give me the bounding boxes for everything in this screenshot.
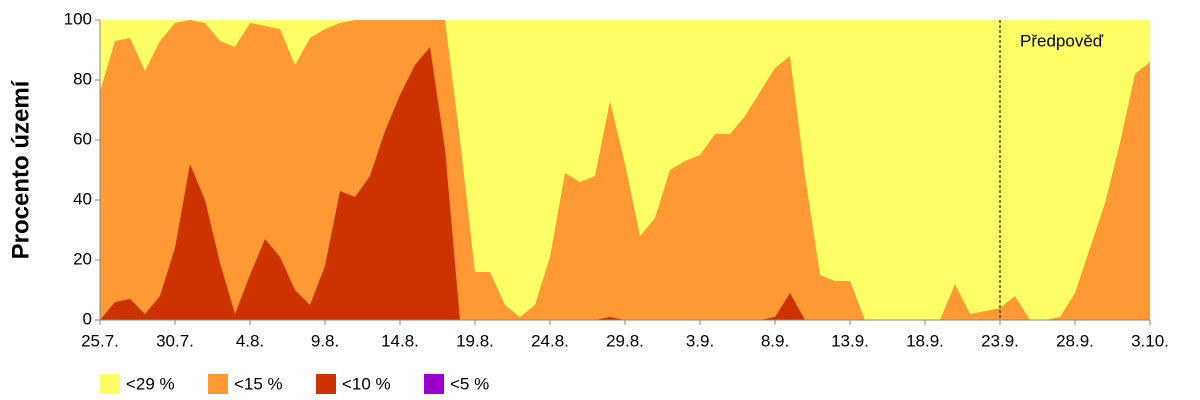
x-tick-label: 9.8.	[311, 331, 339, 350]
y-tick-label: 80	[73, 69, 92, 88]
y-tick-label: 60	[73, 129, 92, 148]
legend-label: <15 %	[234, 374, 283, 393]
x-tick-label: 14.8.	[381, 331, 419, 350]
legend-swatch	[208, 374, 228, 394]
x-tick-label: 28.9.	[1056, 331, 1094, 350]
legend-label: <5 %	[450, 374, 489, 393]
y-axis-label: Procento území	[7, 79, 34, 259]
y-tick-label: 40	[73, 189, 92, 208]
x-tick-label: 13.9.	[831, 331, 869, 350]
legend-swatch	[100, 374, 120, 394]
y-tick-label: 100	[64, 9, 92, 28]
x-tick-label: 29.8.	[606, 331, 644, 350]
x-tick-label: 18.9.	[906, 331, 944, 350]
legend-label: <10 %	[342, 374, 391, 393]
x-tick-label: 19.8.	[456, 331, 494, 350]
forecast-label: Předpověď	[1020, 31, 1104, 50]
legend-swatch	[424, 374, 444, 394]
x-tick-label: 30.7.	[156, 331, 194, 350]
area	[100, 47, 1150, 320]
x-tick-label: 3.10.	[1131, 331, 1169, 350]
legend-swatch	[316, 374, 336, 394]
legend-label: <29 %	[126, 374, 175, 393]
x-tick-label: 3.9.	[686, 331, 714, 350]
y-tick-label: 20	[73, 249, 92, 268]
y-tick-label: 0	[83, 309, 92, 328]
x-tick-label: 23.9.	[981, 331, 1019, 350]
x-tick-label: 24.8.	[531, 331, 569, 350]
x-tick-label: 25.7.	[81, 331, 119, 350]
x-tick-label: 4.8.	[236, 331, 264, 350]
x-tick-label: 8.9.	[761, 331, 789, 350]
